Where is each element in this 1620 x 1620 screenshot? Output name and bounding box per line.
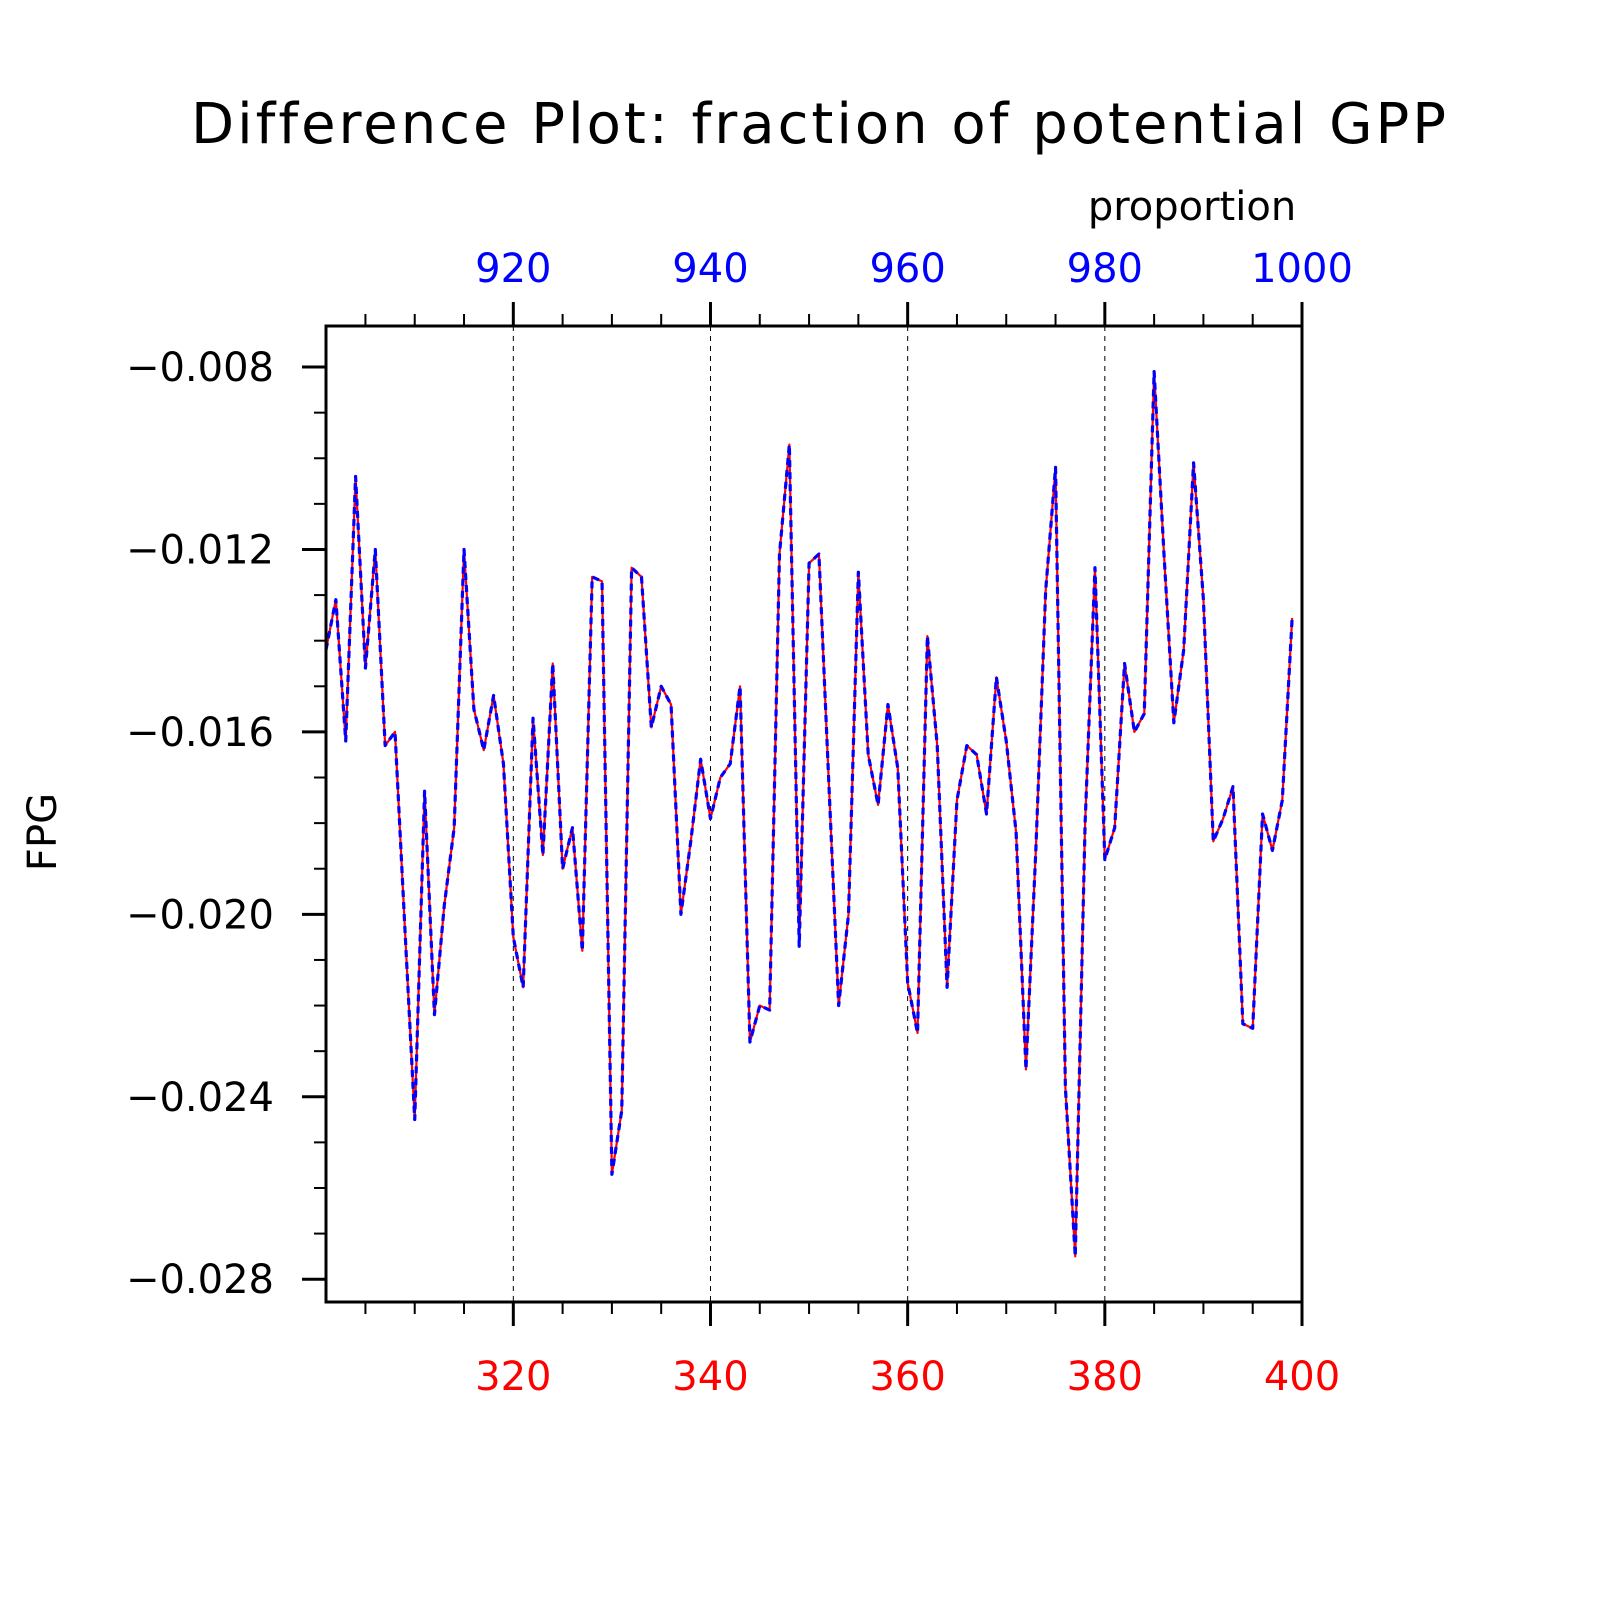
chart-title: Difference Plot: fraction of potential G… xyxy=(191,92,1449,157)
x-bottom-tick-label-400: 400 xyxy=(1264,1354,1340,1400)
x-bottom-tick-label-380: 380 xyxy=(1067,1354,1143,1400)
series-lines xyxy=(324,370,1294,1258)
y-tick-label-0: −0.028 xyxy=(126,1257,274,1303)
y-tick-label-1: −0.024 xyxy=(126,1075,274,1121)
top-axis-title: proportion xyxy=(1088,184,1296,230)
y-tick-label-2: −0.020 xyxy=(126,892,274,938)
y-tick-label-5: −0.008 xyxy=(126,345,274,391)
series-line-1 xyxy=(324,370,1294,1258)
axes: 320 340 360 380 400 920 940 960 980 1000 −0.028 −0.… xyxy=(126,246,1353,1400)
x-bottom-tick-label-320: 320 xyxy=(475,1354,551,1400)
x-bottom-tick-label-360: 360 xyxy=(869,1354,945,1400)
x-top-tick-label-920: 920 xyxy=(475,246,551,292)
x-top-tick-label-960: 960 xyxy=(869,246,945,292)
x-bottom-tick-label-340: 340 xyxy=(672,1354,748,1400)
x-top-tick-label-940: 940 xyxy=(672,246,748,292)
plot-frame xyxy=(324,324,1304,1304)
gridlines xyxy=(512,326,1106,1302)
y-tick-label-3: −0.016 xyxy=(126,710,274,756)
y-tick-label-4: −0.012 xyxy=(126,527,274,573)
x-top-tick-label-980: 980 xyxy=(1067,246,1143,292)
y-axis-title: FPG xyxy=(20,793,66,871)
series-line-0 xyxy=(324,370,1294,1258)
x-top-tick-label-1000: 1000 xyxy=(1251,246,1353,292)
